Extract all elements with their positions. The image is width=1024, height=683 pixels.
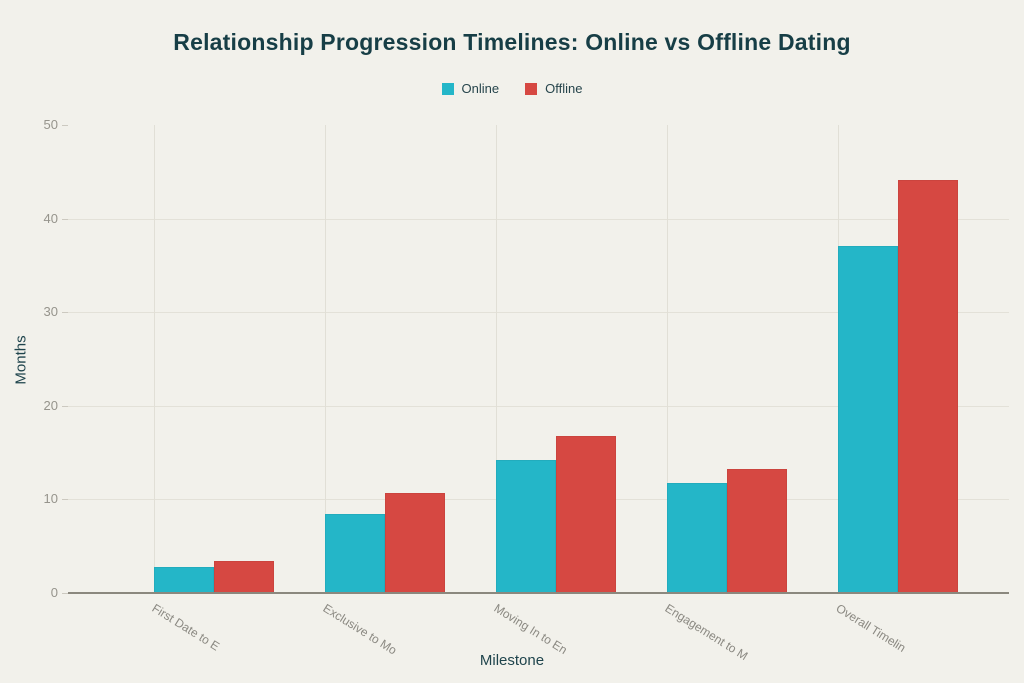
y-tick-mark xyxy=(62,125,68,126)
bar-offline xyxy=(214,561,274,593)
legend-item-online: Online xyxy=(441,81,500,96)
h-gridline xyxy=(68,405,1009,407)
y-tick-mark xyxy=(62,219,68,220)
legend-swatch-offline-icon xyxy=(525,82,538,95)
y-tick-mark xyxy=(62,499,68,500)
y-tick-label: 0 xyxy=(50,585,58,600)
y-tick-mark xyxy=(62,406,68,407)
x-tick-label: Exclusive to Mo xyxy=(320,601,400,658)
bar-offline xyxy=(556,436,616,593)
bar-offline xyxy=(898,180,958,593)
bar-offline xyxy=(385,493,445,593)
bar-online xyxy=(667,483,727,593)
h-gridline xyxy=(68,312,1009,314)
y-tick-label: 20 xyxy=(43,398,58,413)
bar-online xyxy=(154,567,214,593)
x-tick-label: Overall Timelin xyxy=(833,601,909,655)
plot-area xyxy=(68,125,1009,594)
h-gridline xyxy=(68,218,1009,220)
x-tick-label: First Date to E xyxy=(149,601,223,654)
bar-offline xyxy=(727,469,787,593)
y-tick-mark xyxy=(62,312,68,313)
y-tick-label: 10 xyxy=(43,491,58,506)
y-tick-label: 30 xyxy=(43,304,58,319)
v-gridline xyxy=(496,125,497,593)
chart-legend: Online Offline xyxy=(0,81,1024,96)
y-tick-mark xyxy=(62,593,68,594)
x-tick-label: Moving In to En xyxy=(491,601,570,658)
chart-title: Relationship Progression Timelines: Onli… xyxy=(173,29,851,55)
bar-online xyxy=(838,246,898,593)
y-axis-title: Months xyxy=(12,335,30,385)
y-tick-label: 40 xyxy=(43,211,58,226)
x-axis-title: Milestone xyxy=(479,652,545,669)
bar-online xyxy=(496,460,556,593)
x-axis-line xyxy=(68,592,1009,594)
v-gridline xyxy=(154,125,155,593)
legend-item-offline: Offline xyxy=(525,81,582,96)
y-tick-label: 50 xyxy=(43,117,58,132)
legend-label: Online xyxy=(461,81,500,96)
v-gridline xyxy=(667,125,668,593)
legend-label: Offline xyxy=(545,81,583,96)
bar-online xyxy=(325,514,385,593)
legend-swatch-online-icon xyxy=(441,82,454,95)
v-gridline xyxy=(325,125,326,593)
